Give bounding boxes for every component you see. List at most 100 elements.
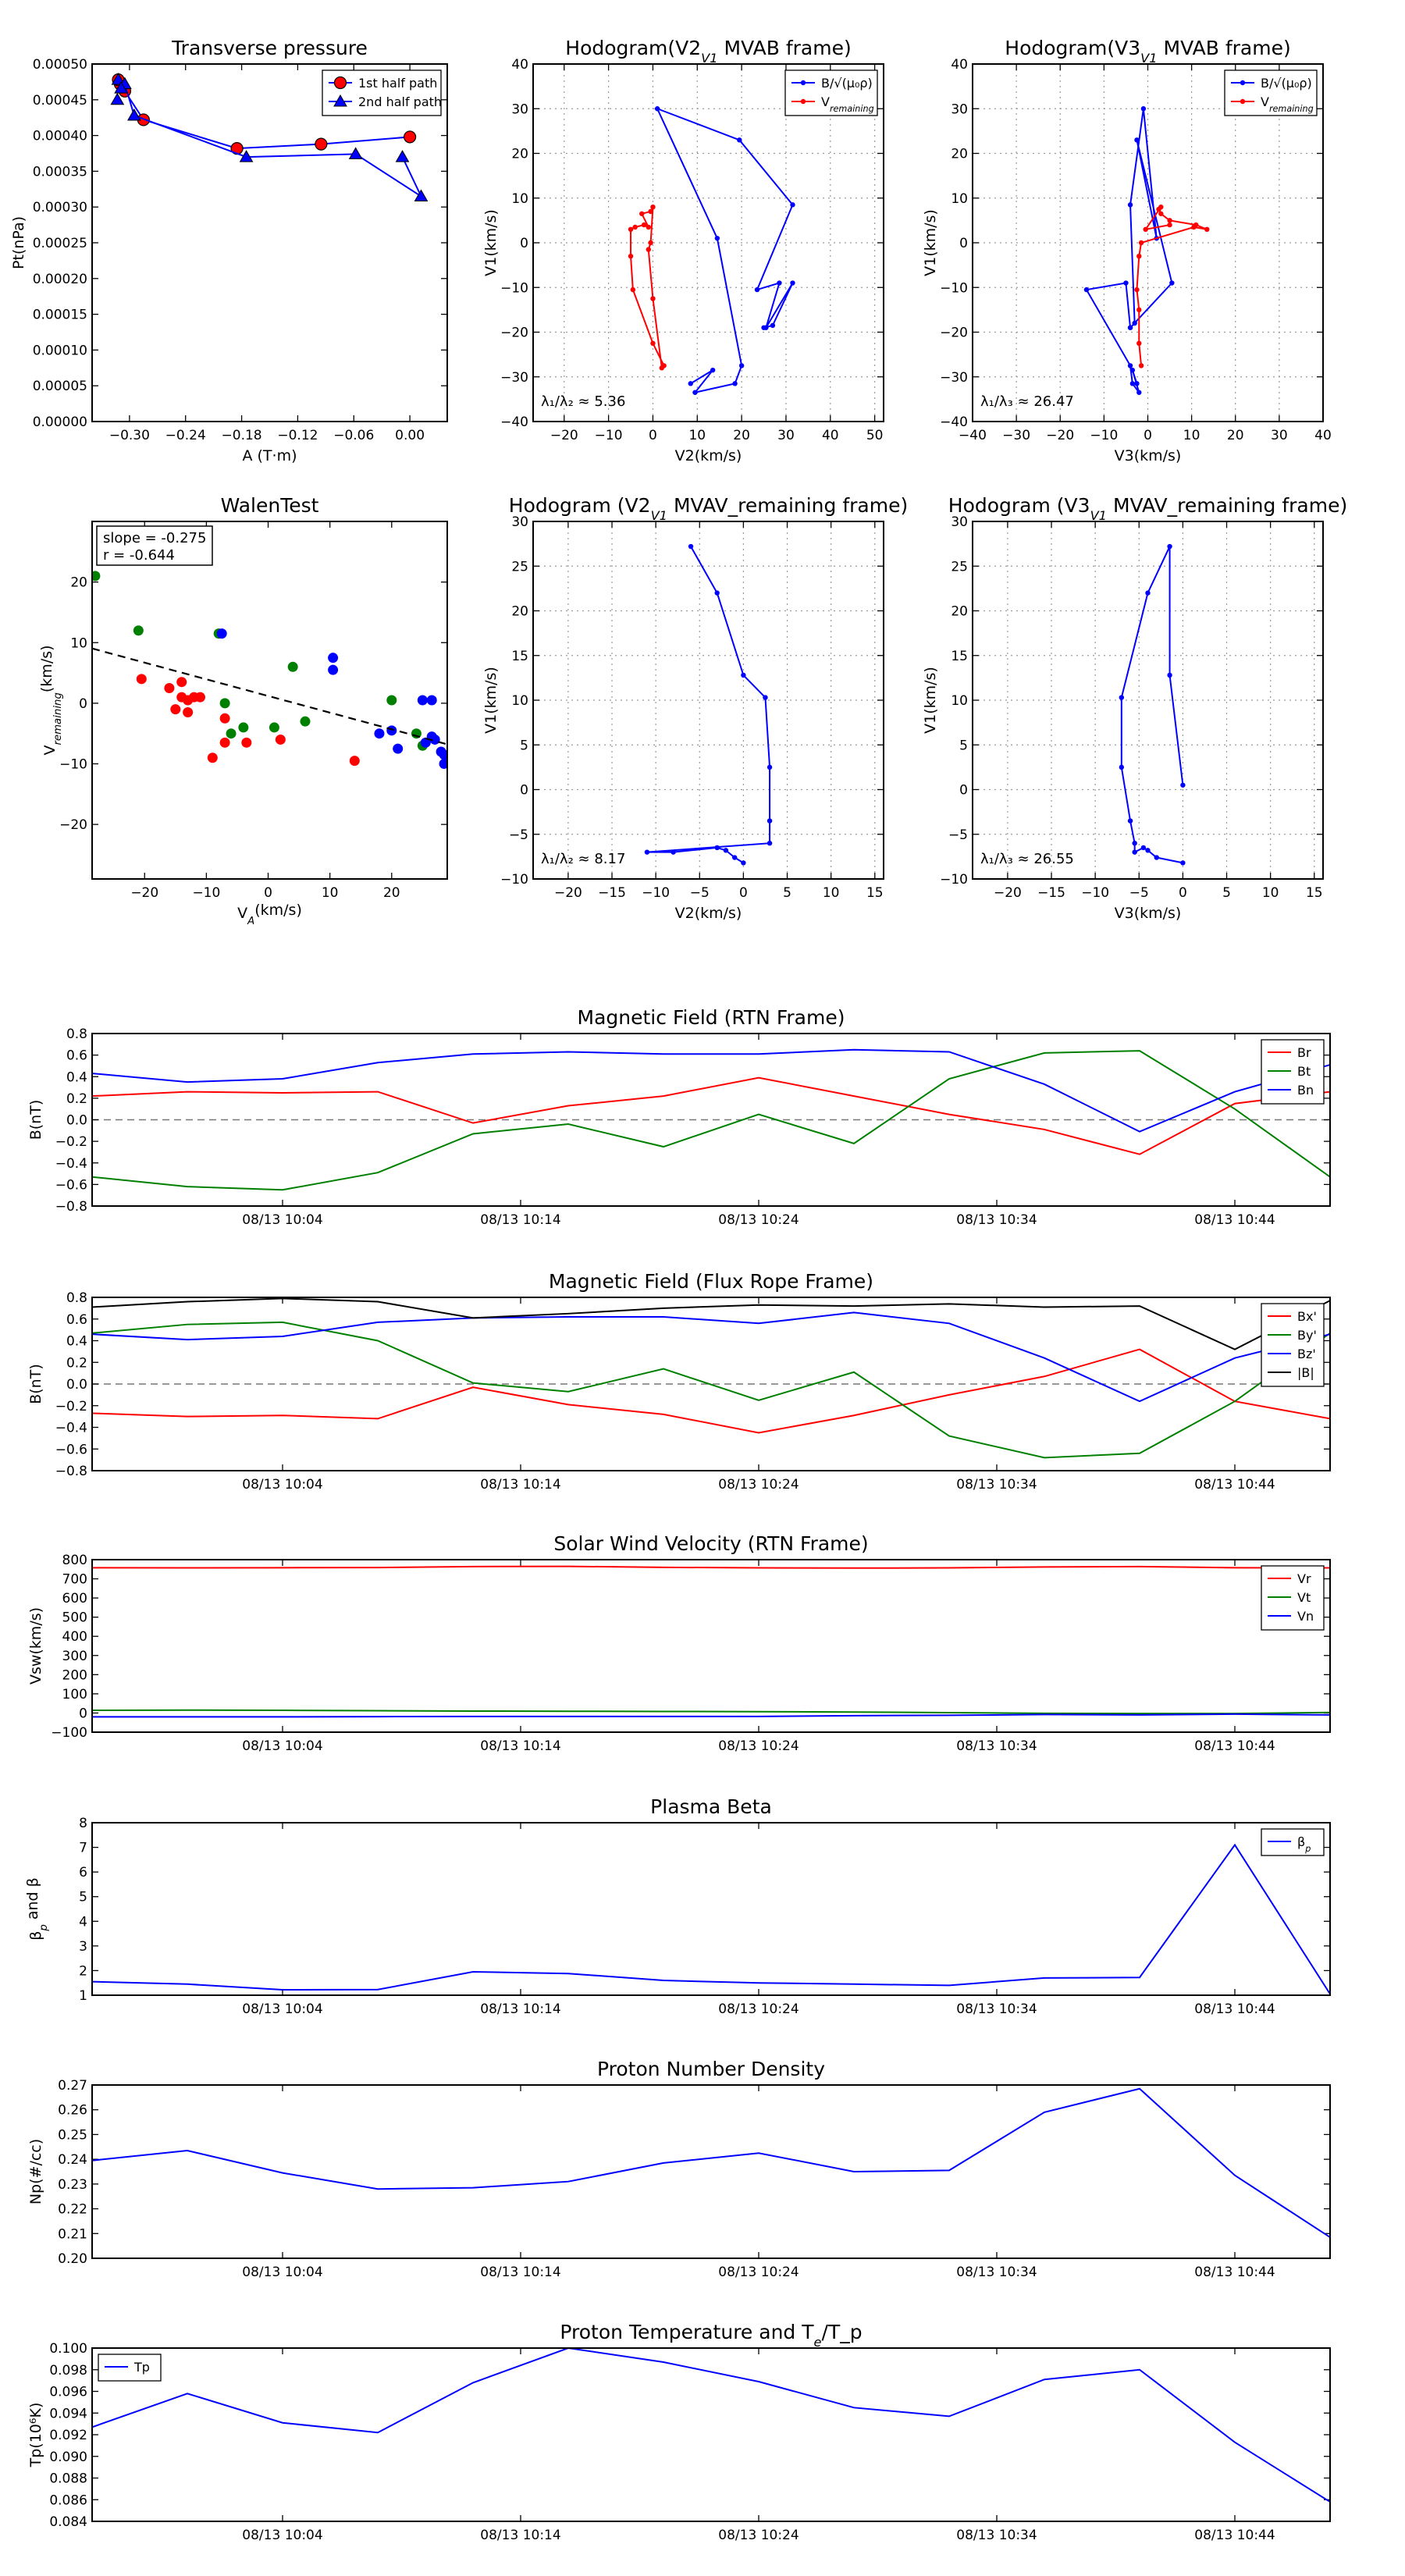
y-tick-label: 10 <box>511 191 528 207</box>
data-point <box>741 672 746 678</box>
y-tick-label: −40 <box>940 415 968 430</box>
data-point <box>641 222 647 228</box>
y-tick-label: 0 <box>959 783 968 799</box>
y-tick-label: 8 <box>79 1816 87 1831</box>
y-tick-label: 0.086 <box>49 2492 87 2508</box>
data-point <box>763 695 768 700</box>
data-point <box>731 855 738 860</box>
y-tick-label: −40 <box>500 415 528 430</box>
plot-frame <box>91 2347 1331 2522</box>
legend-marker <box>800 80 806 86</box>
data-point <box>1127 818 1133 824</box>
data-point <box>767 764 773 770</box>
eigenvalue-ratio: λ₁/λ₃ ≈ 26.55 <box>980 851 1074 867</box>
data-point <box>1129 367 1136 373</box>
x-tick-label: 08/13 10:14 <box>480 1212 560 1228</box>
x-tick-label: 08/13 10:14 <box>480 2528 560 2543</box>
x-tick-label: 08/13 10:24 <box>718 2265 799 2280</box>
data-point <box>348 147 363 159</box>
data-point <box>219 713 230 724</box>
data-point <box>92 571 101 582</box>
data-point <box>439 749 447 760</box>
y-tick-label: 0.00010 <box>33 343 87 358</box>
data-point <box>790 202 795 208</box>
x-tick-label: 20 <box>733 428 750 443</box>
data-point <box>646 247 651 252</box>
series-line-|B| <box>92 1297 1330 1350</box>
plot-area <box>92 2348 1330 2503</box>
data-point <box>136 674 147 685</box>
x-tick-label: 0.00 <box>395 428 425 443</box>
y-tick-label: 0 <box>79 696 87 712</box>
y-tick-label: −10 <box>500 872 528 888</box>
plot-area <box>92 2087 1330 2238</box>
x-tick-label: −0.24 <box>165 428 206 443</box>
x-tick-label: 10 <box>1262 885 1279 901</box>
data-point <box>1119 764 1125 770</box>
y-tick-label: −0.2 <box>55 1134 87 1150</box>
x-tick-label: 08/13 10:04 <box>242 1212 322 1228</box>
y-tick-label: −30 <box>500 370 528 386</box>
legend-label: Bt <box>1297 1064 1311 1079</box>
x-tick-label: −5 <box>1129 885 1149 901</box>
legend-marker <box>800 98 806 105</box>
plot-frame <box>532 521 884 880</box>
x-tick-label: 08/13 10:34 <box>956 1738 1037 1754</box>
y-tick-label: 2 <box>79 1963 87 1979</box>
y-tick-label: −0.4 <box>55 1421 87 1436</box>
data-point <box>1134 286 1140 293</box>
chart-title: Hodogram(V3V1 MVAB frame) <box>1005 37 1290 66</box>
plot-frame <box>91 1297 1331 1471</box>
data-point <box>207 753 218 763</box>
plot-area <box>92 1843 1330 1994</box>
y-tick-label: 0.21 <box>58 2226 87 2242</box>
y-tick-label: 0 <box>520 783 528 799</box>
chart-b_fr: 08/13 10:04 08/13 10:14 08/13 10:24 08/13 1… <box>27 1270 1331 1493</box>
y-tick-label: 0.23 <box>58 2177 87 2193</box>
y-tick-label: 25 <box>951 559 968 575</box>
plot-area <box>1083 106 1210 395</box>
fit-line <box>92 647 447 745</box>
data-point <box>300 716 311 727</box>
data-point <box>1127 363 1133 368</box>
legend-marker <box>333 76 347 90</box>
data-point <box>1167 543 1172 550</box>
chart-h4: −20 −15 −10 −5 0 5 10 15 −10 −5 0 5 10 15 20 25 30Hodogr… <box>922 494 1347 922</box>
x-tick-label: 08/13 10:44 <box>1194 1738 1275 1754</box>
y-tick-label: 15 <box>951 649 968 664</box>
y-tick-label: 0.4 <box>66 1069 87 1085</box>
y-tick-label: 5 <box>520 738 528 753</box>
y-axis-label: V1(km/s) <box>922 667 939 734</box>
legend-label: Vt <box>1297 1590 1311 1605</box>
data-point <box>1167 222 1172 228</box>
y-tick-label: 20 <box>511 147 528 162</box>
legend-marker <box>1240 80 1246 86</box>
plot-area <box>92 1565 1330 1718</box>
data-point <box>1145 848 1151 853</box>
plot-frame <box>91 1822 1331 1996</box>
x-tick-label: 08/13 10:24 <box>718 1212 799 1228</box>
data-point <box>1132 841 1137 846</box>
chart-title: Hodogram (V2V1 MVAV_remaining frame) <box>509 494 908 523</box>
plot-area <box>644 543 773 866</box>
eigenvalue-ratio: λ₁/λ₃ ≈ 26.47 <box>980 393 1074 410</box>
data-point <box>770 322 776 329</box>
y-axis-label: Tp(10⁶K) <box>27 2403 44 2468</box>
x-tick-label: −20 <box>130 885 158 901</box>
x-tick-label: −5 <box>690 885 710 901</box>
data-point <box>374 728 385 739</box>
data-point <box>133 625 144 636</box>
y-axis-label: V1(km/s) <box>482 667 500 734</box>
x-tick-label: −10 <box>1081 885 1109 901</box>
data-point <box>648 240 653 246</box>
chart-vsw: 08/13 10:04 08/13 10:14 08/13 10:24 08/13 1… <box>27 1532 1331 1754</box>
y-tick-label: −20 <box>500 326 528 341</box>
chart-h2: −40 −30 −20 −10 0 10 20 30 40 −40 −30 −20 −10 0 10 20 30… <box>922 37 1332 464</box>
data-point <box>650 296 656 301</box>
data-point <box>790 280 795 286</box>
data-point <box>216 628 227 639</box>
y-tick-label: 20 <box>951 604 968 620</box>
data-point <box>1136 253 1142 259</box>
data-point <box>1140 845 1147 851</box>
data-point <box>659 365 665 371</box>
